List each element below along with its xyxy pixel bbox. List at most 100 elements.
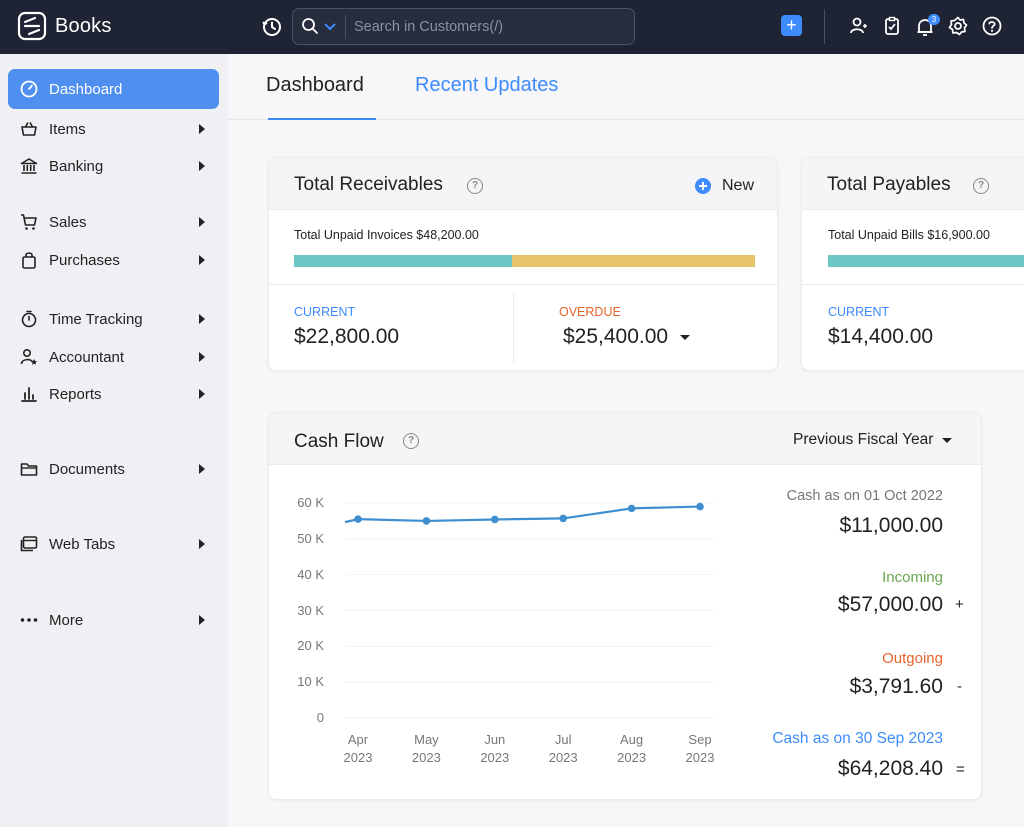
sidebar-item-banking[interactable]: Banking	[8, 146, 219, 186]
overdue-progress-bar	[512, 255, 755, 267]
closing-cash-label: Cash as on 30 Sep 2023	[772, 730, 943, 747]
bell-icon[interactable]	[912, 14, 938, 40]
cashflow-card: Cash Flow ? Previous Fiscal Year 0 10 K 20…	[268, 412, 982, 800]
x-tick-label: Jun 2023	[480, 732, 510, 765]
tab-recent-updates[interactable]: Recent Updates	[415, 74, 559, 96]
x-tick-label: Apr 2023	[343, 732, 373, 765]
new-label: New	[722, 177, 755, 194]
gear-icon[interactable]	[945, 13, 971, 39]
sidebar-item-label: Banking	[49, 157, 104, 175]
x-tick-label: Aug 2023	[617, 732, 647, 765]
cashflow-chart: 0 10 K 20 K 30 K 40 K 50 K 60 K Apr 2023 May 2023 J…	[269, 465, 739, 799]
sidebar-item-more[interactable]: More	[8, 600, 219, 640]
data-point[interactable]	[696, 502, 704, 511]
sidebar-item-web-tabs[interactable]: Web Tabs	[8, 524, 219, 564]
caret-right-icon	[199, 464, 205, 474]
sidebar-item-sales[interactable]: Sales	[8, 202, 219, 242]
overdue-dropdown[interactable]: $25,400.00	[563, 325, 691, 349]
basket-icon	[18, 118, 40, 140]
card-title: Cash Flow	[294, 431, 384, 452]
search-input[interactable]: Search in Customers(/)	[354, 19, 504, 35]
caret-right-icon	[199, 539, 205, 549]
overdue-amount: $25,400.00	[563, 325, 669, 348]
data-point[interactable]	[627, 504, 636, 513]
unpaid-invoices-text: Total Unpaid Invoices $48,200.00	[294, 228, 479, 242]
sidebar-item-label: Web Tabs	[49, 535, 116, 553]
sidebar-item-label: More	[49, 611, 84, 629]
caret-right-icon	[199, 314, 205, 324]
sidebar-item-documents[interactable]: Documents	[8, 449, 219, 489]
tasks-icon[interactable]	[879, 13, 905, 39]
card-divider	[269, 284, 777, 285]
quick-create-button[interactable]: +	[781, 15, 802, 36]
x-tick-label: May 2023	[411, 732, 441, 765]
new-receivable-button[interactable]: New	[695, 177, 754, 195]
x-tick-label: Sep 2023	[685, 732, 715, 765]
history-icon[interactable]	[259, 14, 285, 40]
data-point[interactable]	[491, 515, 499, 524]
active-tab-indicator	[268, 118, 376, 120]
plus-sign: +	[955, 596, 964, 613]
sidebar-item-reports[interactable]: Reports	[8, 374, 219, 414]
y-tick-label: 10 K	[297, 674, 324, 690]
y-tick-label: 40 K	[297, 566, 324, 582]
caret-down-icon	[680, 334, 691, 340]
x-tick-label: Jul 2023	[548, 732, 578, 765]
card-header: Total Payables ?	[802, 158, 1024, 210]
outgoing-amount: $3,791.60	[849, 675, 943, 698]
data-point[interactable]	[354, 515, 362, 523]
sidebar-item-label: Reports	[49, 385, 102, 403]
sidebar-item-accountant[interactable]: Accountant	[8, 337, 219, 377]
plus-circle-icon	[695, 178, 711, 194]
sidebar-item-label: Time Tracking	[49, 310, 143, 328]
help-icon[interactable]	[979, 13, 1005, 39]
sidebar-item-purchases[interactable]: Purchases	[8, 240, 219, 280]
opening-cash-amount: $11,000.00	[839, 514, 943, 537]
closing-cash-amount: $64,208.40	[837, 757, 943, 780]
sidebar-item-time-tracking[interactable]: Time Tracking	[8, 299, 219, 339]
data-point[interactable]	[559, 514, 567, 523]
brand[interactable]: Books	[17, 11, 112, 41]
caret-right-icon	[199, 124, 205, 134]
card-divider	[802, 284, 1024, 285]
caret-right-icon	[199, 352, 205, 362]
card-title: Total Payables	[827, 174, 951, 195]
help-icon[interactable]: ?	[403, 433, 419, 449]
sidebar-item-label: Dashboard	[49, 80, 123, 98]
sidebar-item-label: Documents	[49, 460, 125, 478]
cashflow-chart-svg	[344, 502, 714, 719]
search-icon	[302, 18, 318, 34]
dashboard-icon	[18, 78, 40, 100]
card-title: Total Receivables	[294, 174, 443, 195]
y-tick-label: 20 K	[297, 638, 324, 654]
chevron-down-icon[interactable]	[323, 19, 337, 33]
series-line	[344, 505, 701, 524]
caret-right-icon	[199, 161, 205, 171]
top-bar: Books Search in Customers(/) + 3	[0, 0, 1024, 54]
caret-right-icon	[199, 615, 205, 625]
toolbar-divider	[824, 9, 825, 44]
stopwatch-icon	[18, 308, 40, 330]
period-dropdown[interactable]: Previous Fiscal Year	[793, 431, 953, 449]
tab-dashboard[interactable]: Dashboard	[266, 74, 364, 96]
bar-chart-icon	[18, 383, 40, 405]
data-point[interactable]	[422, 517, 431, 525]
outgoing-label: Outgoing	[882, 650, 943, 667]
bag-icon	[18, 249, 40, 271]
users-icon[interactable]	[846, 13, 872, 39]
folder-icon	[18, 458, 40, 480]
help-icon[interactable]: ?	[973, 178, 989, 194]
sidebar-item-label: Items	[49, 120, 86, 138]
app-name: Books	[55, 14, 112, 37]
sidebar-item-items[interactable]: Items	[8, 109, 219, 149]
y-tick-label: 0	[316, 710, 324, 725]
caret-down-icon	[942, 437, 953, 443]
sidebar: Dashboard Items Banking Sales Purchases …	[0, 54, 228, 827]
tab-divider	[228, 119, 1024, 120]
help-icon[interactable]: ?	[467, 178, 483, 194]
receivables-card: Total Receivables ? New Total Unpaid Inv…	[268, 157, 778, 371]
search-bar[interactable]: Search in Customers(/)	[292, 8, 635, 45]
payables-card: Total Payables ? Total Unpaid Bills $16,…	[801, 157, 1024, 371]
caret-right-icon	[199, 255, 205, 265]
sidebar-item-dashboard[interactable]: Dashboard	[8, 69, 219, 109]
